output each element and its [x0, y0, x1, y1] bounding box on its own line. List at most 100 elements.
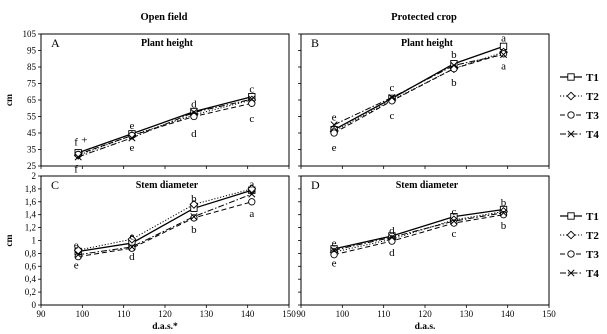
- data-point: [330, 129, 338, 137]
- series-line: [333, 208, 504, 250]
- y-tick-label: 45: [27, 128, 37, 138]
- y-tick-label: 55: [27, 112, 37, 122]
- x-tick-label: 120: [158, 309, 172, 319]
- y-tick-label: 2: [32, 171, 37, 181]
- y-tick-label: 85: [27, 62, 37, 72]
- significance-letter: c: [389, 82, 394, 94]
- significance-letter: b: [501, 197, 507, 209]
- series-line: [78, 189, 252, 253]
- y-tick-label: 25: [27, 161, 37, 171]
- data-point: [450, 217, 458, 225]
- significance-letter: c: [451, 206, 456, 218]
- y-tick-label: 0,8: [25, 248, 37, 258]
- significance-letter: e: [332, 237, 337, 249]
- data-point: [74, 252, 82, 261]
- series-line: [333, 214, 504, 256]
- significance-letter: d: [389, 225, 395, 237]
- legend-label: T1: [586, 72, 599, 84]
- x-tick-label: 130: [460, 309, 474, 319]
- x-axis-label: d.a.s.*: [152, 322, 178, 332]
- series-t1: [330, 42, 508, 134]
- y-axis-label: cm: [5, 94, 15, 106]
- legend-2: T1 T2 T3 T4: [560, 211, 599, 280]
- significance-letter: d: [191, 128, 197, 140]
- data-point: [499, 209, 508, 217]
- legend-item: T2: [560, 91, 599, 103]
- data-point: [128, 243, 136, 251]
- y-tick-label: 1,6: [25, 197, 37, 207]
- x-axis-label: d.a.s.: [415, 322, 436, 332]
- legend-1: T1 T2 T3 T4: [560, 72, 599, 141]
- y-tick-label: 0: [32, 300, 37, 310]
- data-point: [190, 213, 198, 221]
- plot-frame: [300, 175, 550, 306]
- significance-letter: c: [249, 83, 254, 95]
- significance-letter: e: [129, 142, 134, 154]
- significance-letter: f: [74, 136, 78, 148]
- series-t3: [74, 99, 256, 159]
- series-line: [78, 201, 252, 258]
- y-axis-label: cm: [5, 234, 15, 246]
- series-t2: [329, 47, 508, 136]
- series-line: [333, 45, 504, 131]
- legend-label: T4: [586, 268, 599, 280]
- data-point: [330, 246, 338, 254]
- legend-item: T1: [560, 211, 599, 223]
- panel-title: Stem diameter: [396, 180, 459, 191]
- series-line: [77, 96, 252, 154]
- y-tick-label: 95: [27, 46, 37, 56]
- series-t4: [74, 190, 256, 259]
- x-tick-label: 100: [336, 309, 350, 319]
- legend-label: T2: [586, 91, 599, 103]
- data-point: [330, 251, 338, 259]
- series-t1: [74, 186, 256, 256]
- data-point: [248, 99, 256, 107]
- x-tick-label: 100: [76, 309, 90, 319]
- x-tick-label: 140: [501, 309, 515, 319]
- series-line: [78, 99, 252, 156]
- significance-letter: b: [451, 77, 457, 89]
- panel-letter: C: [51, 178, 59, 192]
- series-t2: [329, 207, 508, 257]
- series-t4: [330, 51, 508, 129]
- x-tick-label: 120: [418, 309, 432, 319]
- y-tick-label: 1,2: [25, 223, 36, 233]
- y-tick-label: 1,4: [25, 210, 37, 220]
- data-point: [247, 184, 257, 194]
- series-line: [333, 211, 504, 253]
- chart-panel-b: B Plant height e e c c b b a a: [298, 32, 550, 169]
- significance-letter: a: [501, 60, 506, 72]
- x-tick-label: 150: [542, 309, 556, 319]
- data-point: [128, 134, 136, 142]
- legend-marker: [567, 269, 575, 277]
- significance-letter: c: [249, 113, 254, 125]
- legend-item: T4: [560, 268, 599, 280]
- y-tick-label: 35: [27, 145, 37, 155]
- chart-panel-d: 90 100 110 120 130 140 150 D Stem diameter d.a.s.…: [297, 175, 556, 332]
- legend-marker: [566, 230, 576, 240]
- data-point: [189, 199, 199, 209]
- data-point: [499, 211, 508, 219]
- data-point: [248, 95, 256, 103]
- data-point: [190, 108, 198, 116]
- panel-letter: B: [311, 36, 319, 50]
- x-tick-label: 140: [241, 309, 255, 319]
- y-tick-label: 105: [23, 29, 37, 39]
- significance-letter: b: [451, 49, 457, 61]
- series-line: [78, 102, 252, 155]
- y-tick-label: 1,8: [25, 184, 37, 194]
- significance-letter: f: [74, 163, 78, 175]
- legend-label: T3: [586, 249, 599, 261]
- plot-frame: [300, 33, 550, 167]
- data-point: [74, 251, 82, 259]
- significance-letter: a: [249, 179, 254, 191]
- significance-letter: e: [74, 239, 79, 251]
- series-line: [78, 193, 252, 256]
- series-t2: [73, 184, 257, 255]
- panel-title: Stem diameter: [136, 180, 199, 191]
- panel-letter: D: [311, 178, 320, 192]
- significance-letter: d: [389, 247, 395, 259]
- significance-letter: e: [129, 230, 134, 242]
